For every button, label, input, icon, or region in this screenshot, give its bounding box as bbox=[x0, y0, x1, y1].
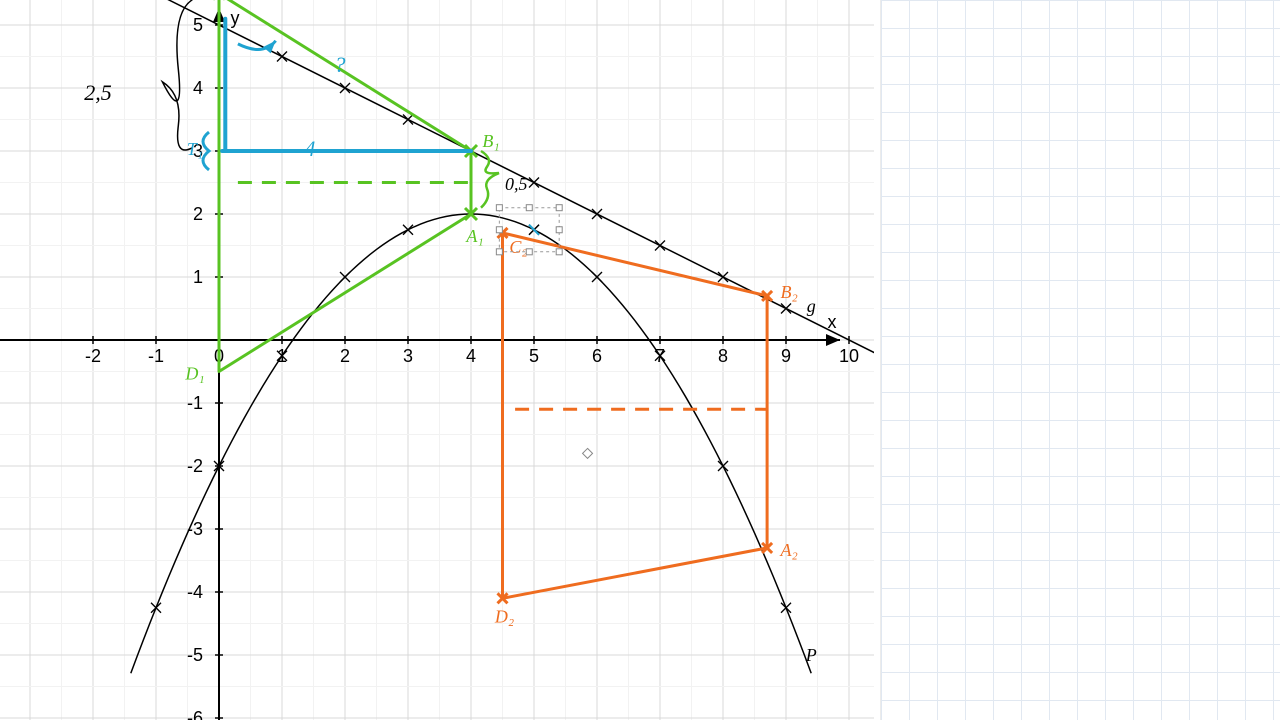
svg-text:T₁: T₁ bbox=[187, 139, 203, 159]
svg-text:B₁: B₁ bbox=[482, 131, 499, 151]
svg-text:4: 4 bbox=[305, 136, 316, 161]
svg-text:3: 3 bbox=[403, 346, 413, 366]
svg-text:B₂: B₂ bbox=[780, 282, 797, 302]
svg-text:A₂: A₂ bbox=[779, 540, 797, 560]
svg-text:4: 4 bbox=[193, 78, 203, 98]
svg-text:10: 10 bbox=[839, 346, 859, 366]
svg-text:1: 1 bbox=[193, 267, 203, 287]
orange-quadrilateral bbox=[503, 233, 768, 598]
svg-text:-6: -6 bbox=[187, 708, 203, 720]
svg-text:2: 2 bbox=[340, 346, 350, 366]
cursor-diamond bbox=[583, 448, 593, 458]
svg-text:2: 2 bbox=[193, 204, 203, 224]
svg-text:-1: -1 bbox=[148, 346, 164, 366]
grid bbox=[0, 0, 874, 720]
svg-text:5: 5 bbox=[529, 346, 539, 366]
svg-text:?: ? bbox=[335, 52, 346, 77]
svg-text:P: P bbox=[805, 645, 817, 665]
svg-text:9: 9 bbox=[781, 346, 791, 366]
svg-text:-4: -4 bbox=[187, 582, 203, 602]
svg-text:6: 6 bbox=[592, 346, 602, 366]
svg-text:8: 8 bbox=[718, 346, 728, 366]
svg-text:D₂: D₂ bbox=[494, 606, 514, 626]
svg-text:-5: -5 bbox=[187, 645, 203, 665]
line-g bbox=[30, 0, 874, 372]
svg-text:A₁: A₁ bbox=[465, 226, 483, 246]
svg-text:0,5: 0,5 bbox=[505, 174, 528, 194]
svg-text:4: 4 bbox=[466, 346, 476, 366]
svg-text:5: 5 bbox=[193, 15, 203, 35]
graph-paper-sidebar bbox=[874, 0, 1280, 720]
svg-text:-2: -2 bbox=[187, 456, 203, 476]
svg-text:y: y bbox=[231, 8, 240, 28]
svg-text:-2: -2 bbox=[85, 346, 101, 366]
svg-text:2,5: 2,5 bbox=[84, 80, 112, 105]
svg-text:x: x bbox=[828, 312, 837, 332]
svg-text:D₁: D₁ bbox=[184, 364, 204, 384]
svg-text:g: g bbox=[807, 296, 816, 316]
coordinate-plot: -2-1012345678910-6-5-4-3-2-112345xygPC₁B… bbox=[0, 0, 874, 720]
svg-text:-1: -1 bbox=[187, 393, 203, 413]
svg-text:C₂: C₂ bbox=[509, 237, 527, 257]
